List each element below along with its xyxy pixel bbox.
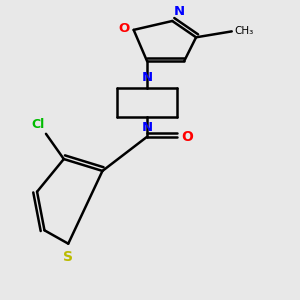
Text: CH₃: CH₃: [234, 26, 254, 36]
Text: Cl: Cl: [31, 118, 44, 131]
Text: N: N: [142, 71, 153, 84]
Text: N: N: [142, 121, 153, 134]
Text: O: O: [181, 130, 193, 144]
Text: O: O: [118, 22, 129, 35]
Text: S: S: [63, 250, 73, 264]
Text: N: N: [174, 5, 185, 18]
